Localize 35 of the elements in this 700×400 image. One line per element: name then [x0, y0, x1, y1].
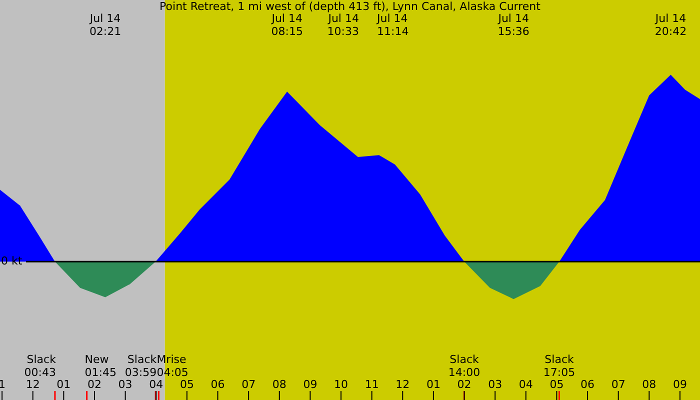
x-tick-label: 01	[426, 378, 440, 391]
x-tick-label: 09	[672, 378, 687, 391]
ref-line-label: New 01:45	[84, 353, 116, 379]
x-tick-label: 12	[396, 378, 410, 391]
x-tick-label: 08	[642, 378, 656, 391]
x-tick-label: 04	[149, 378, 164, 391]
x-tick-label: 05	[550, 378, 564, 391]
x-tick-label: 11	[364, 378, 379, 391]
x-tick-label: 08	[272, 378, 286, 391]
x-tick-label: 12	[26, 378, 40, 391]
x-tick-label: 03	[488, 378, 502, 391]
x-tick-label: 06	[210, 378, 225, 391]
x-tick-label: 09	[303, 378, 318, 391]
x-tick-label: 06	[580, 378, 595, 391]
ref-line-label: Slack 00:43	[24, 353, 57, 379]
text: Jul 14 08:15	[270, 12, 303, 38]
x-tick-label: 02	[457, 378, 472, 391]
x-tick-label: 03	[118, 378, 132, 391]
text: Jul 14 10:33	[327, 12, 359, 38]
ref-line-label: Slack 14:00	[448, 353, 480, 379]
x-tick-label: 04	[518, 378, 533, 391]
x-tick-label: 07	[242, 378, 256, 391]
ref-line-label: Slack 03:59	[124, 353, 158, 379]
text: Jul 14 15:36	[497, 12, 530, 38]
x-tick-label: 10	[334, 378, 348, 391]
x-tick-label: 01	[56, 378, 71, 391]
ref-line-label: Slack 17:05	[543, 353, 576, 379]
text: Jul 14 11:14	[376, 12, 409, 38]
ref-line-label: 0 kt	[1, 254, 23, 268]
x-tick-label: 05	[180, 378, 194, 391]
x-tick-label: 02	[87, 378, 102, 391]
text: Jul 14 20:42	[654, 12, 687, 38]
text: Jul 14 02:21	[88, 12, 122, 38]
x-tick-label: 07	[611, 378, 626, 391]
x-tick-label: 1	[0, 378, 6, 391]
